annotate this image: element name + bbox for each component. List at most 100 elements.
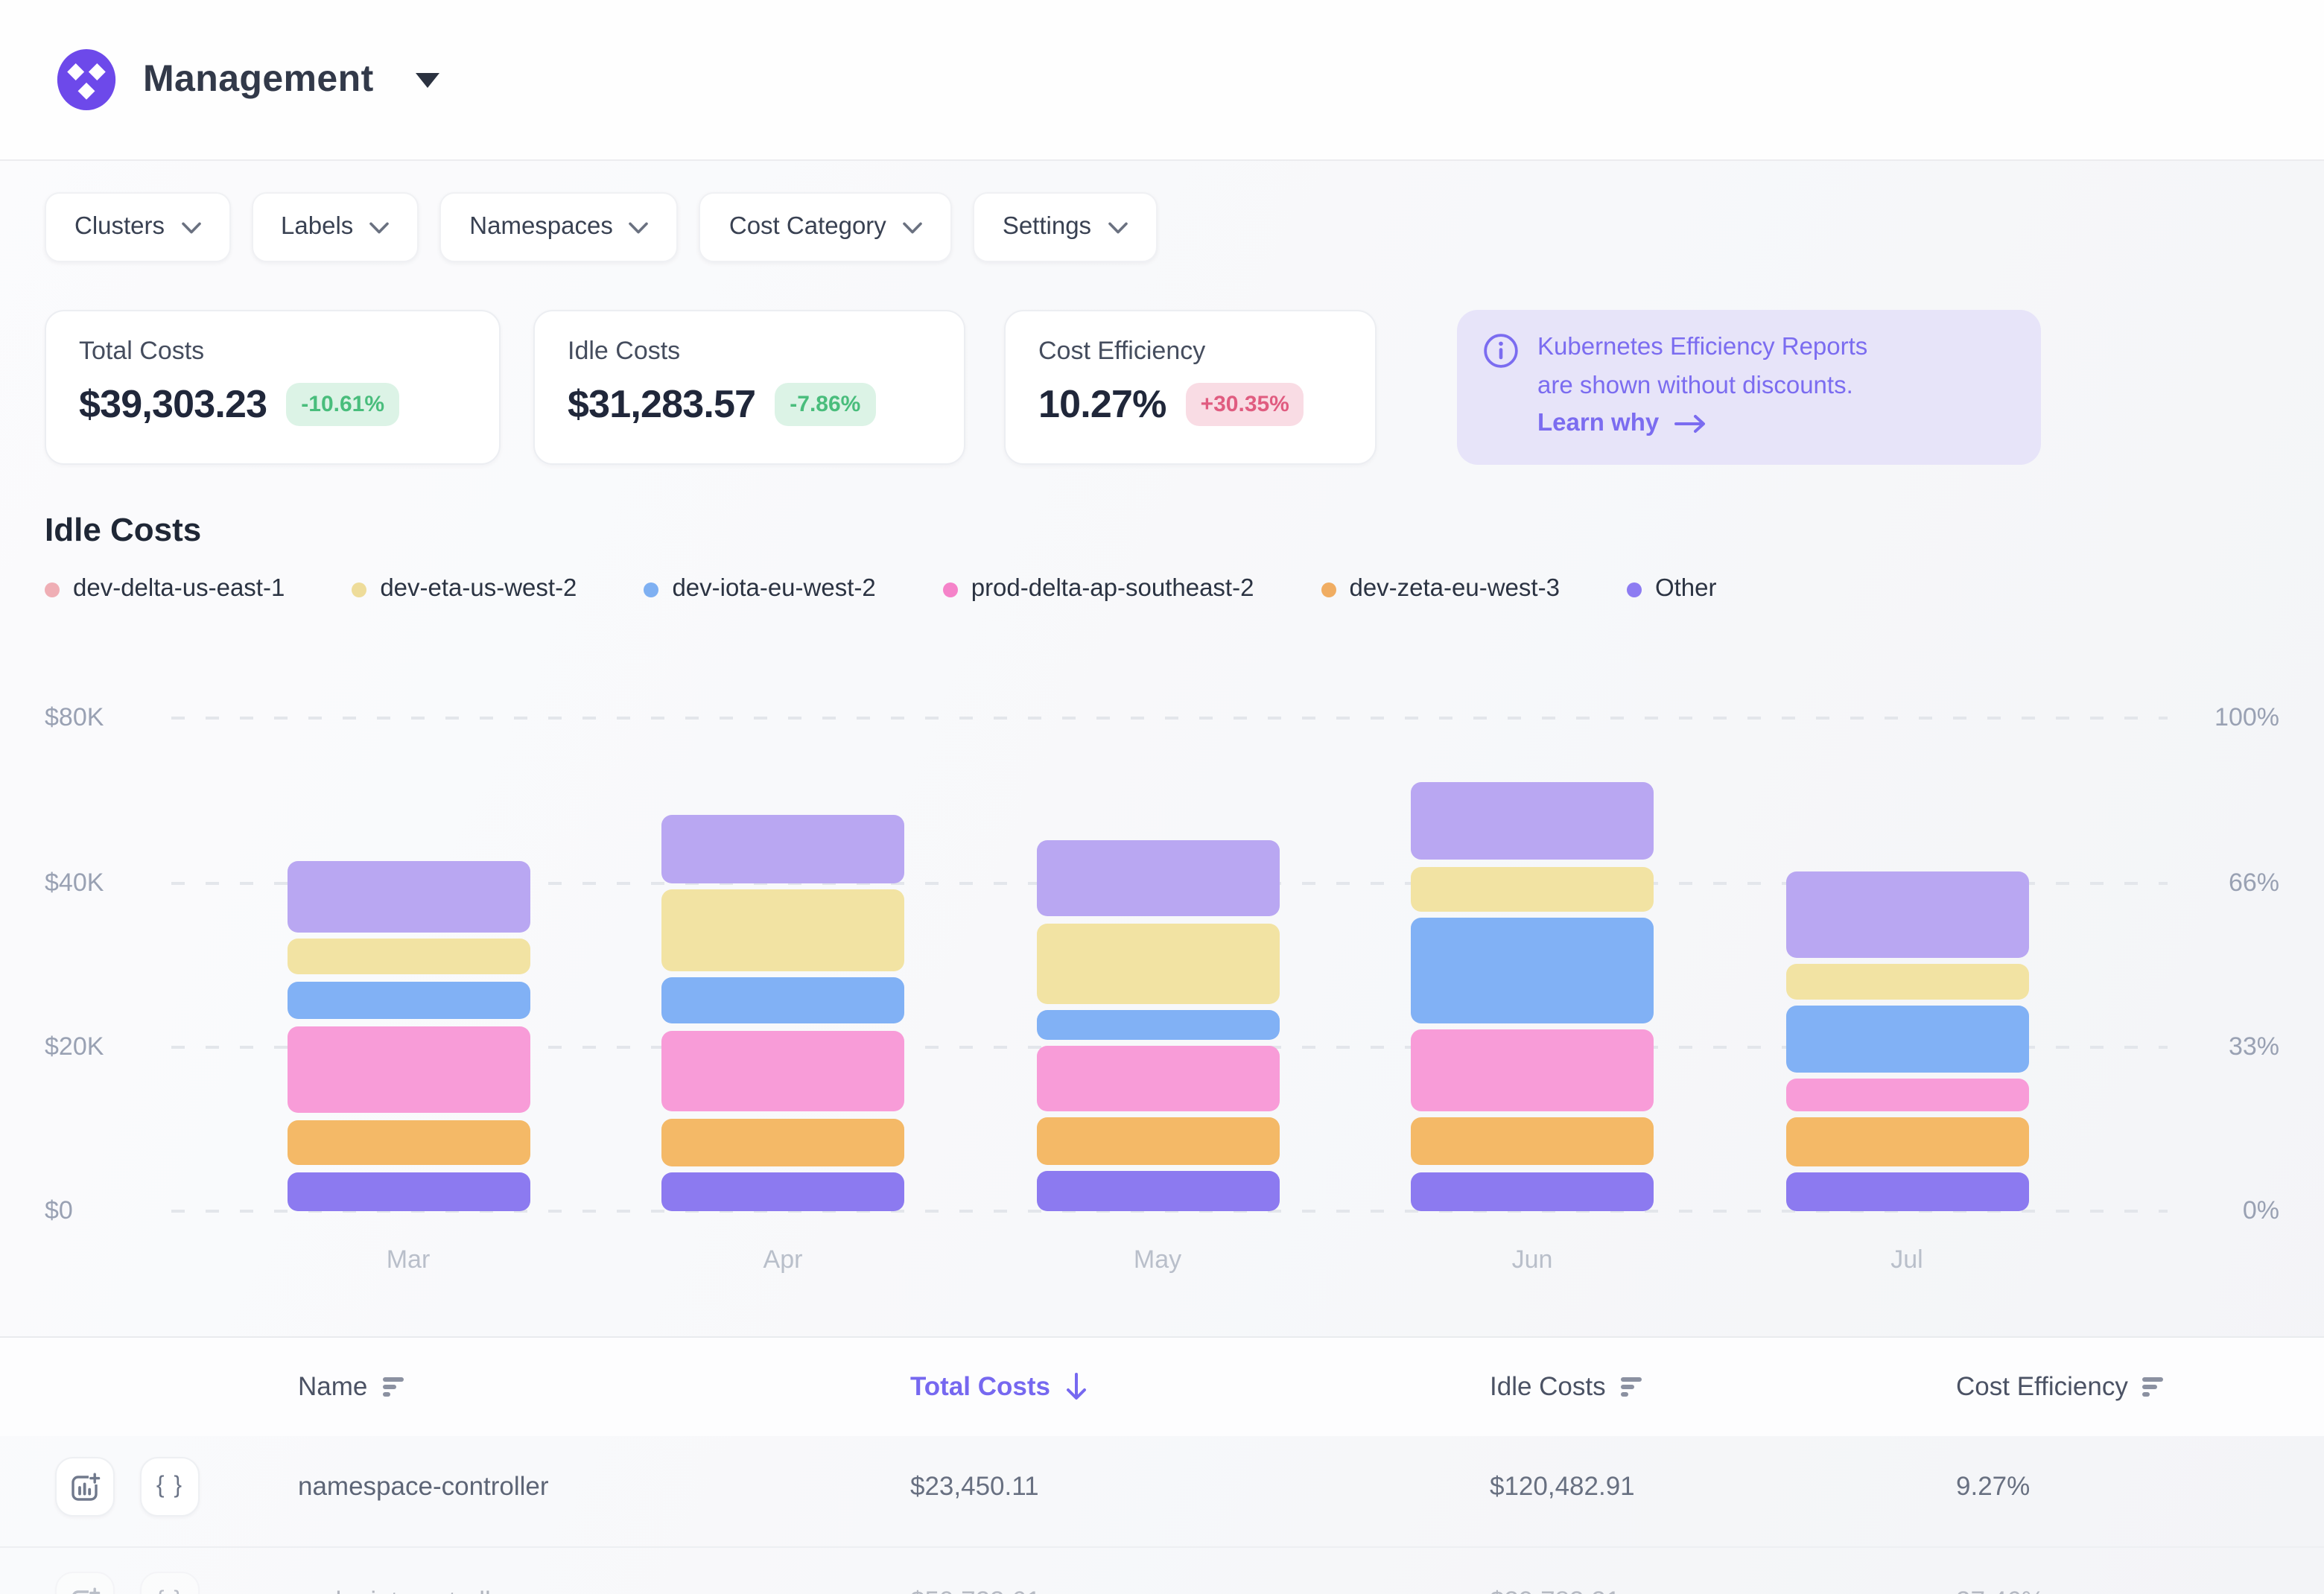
- cell-idle-costs: $39,783.21: [1490, 1586, 1620, 1594]
- bar-segment-other: [1036, 1171, 1279, 1211]
- stat-card-total-costs: Total Costs $39,303.23 -10.61%: [45, 310, 501, 465]
- y-axis-left-label: $0: [45, 1196, 73, 1225]
- column-header-label: Cost Efficiency: [1956, 1371, 2128, 1401]
- bar-segment-dev-iota-eu-west-2: [1411, 918, 1654, 1023]
- cell-name: endpoint-controller: [298, 1586, 514, 1594]
- legend-item-prod-delta-ap-southeast-2[interactable]: prod-delta-ap-southeast-2: [942, 575, 1254, 603]
- bar-segment-dev-iota-eu-west-2: [1785, 1006, 2028, 1072]
- y-axis-left-label: $40K: [45, 869, 104, 897]
- bar-segment-dev-eta-us-west-2: [287, 939, 530, 974]
- cell-total-costs: $50,723.61: [910, 1586, 1041, 1594]
- stat-card-cost-efficiency: Cost Efficiency 10.27% +30.35%: [1004, 310, 1377, 465]
- filter-button-labels[interactable]: Labels: [251, 192, 419, 262]
- bar-segment-dev-iota-eu-west-2: [287, 981, 530, 1019]
- bar-segment-dev-delta-us-east-1: [287, 861, 530, 932]
- add-report-icon: [71, 1587, 101, 1594]
- column-header-label: Idle Costs: [1490, 1371, 1606, 1401]
- filter-button-clusters[interactable]: Clusters: [45, 192, 231, 262]
- bar-segment-dev-zeta-eu-west-3: [1411, 1117, 1654, 1165]
- page-title: Management: [143, 58, 374, 100]
- bar-segment-dev-delta-us-east-1: [1036, 840, 1279, 916]
- title-dropdown-caret-icon[interactable]: [415, 72, 439, 87]
- bar-jun[interactable]: [1411, 781, 1654, 1211]
- cell-idle-costs: $120,482.91: [1490, 1471, 1635, 1501]
- x-axis-label-mar: Mar: [386, 1245, 431, 1274]
- open-report-button[interactable]: [55, 1572, 115, 1594]
- stat-card-label: Idle Costs: [568, 337, 681, 365]
- sort-lines-icon: [2142, 1377, 2164, 1397]
- efficiency-info-banner: Kubernetes Efficiency Reports are shown …: [1457, 310, 2041, 465]
- braces-icon: { }: [156, 1588, 183, 1594]
- legend-item-dev-iota-eu-west-2[interactable]: dev-iota-eu-west-2: [644, 575, 876, 603]
- bar-jul[interactable]: [1785, 871, 2028, 1211]
- legend-dot-icon: [1321, 582, 1336, 597]
- legend-dot-icon: [644, 582, 659, 597]
- bar-segment-dev-delta-us-east-1: [1785, 871, 2028, 957]
- filter-label: Labels: [281, 213, 354, 240]
- chevron-down-icon: [629, 221, 649, 233]
- bar-segment-dev-eta-us-west-2: [1036, 923, 1279, 1003]
- stat-delta-badge: -7.86%: [775, 383, 876, 426]
- bar-segment-prod-delta-ap-southeast-2: [1411, 1029, 1654, 1111]
- y-axis-right-label: 33%: [2228, 1032, 2279, 1061]
- legend-item-dev-eta-us-west-2[interactable]: dev-eta-us-west-2: [352, 575, 577, 603]
- open-report-button[interactable]: [55, 1457, 115, 1517]
- learn-why-link[interactable]: Learn why: [1537, 405, 1705, 443]
- legend-label: Other: [1654, 575, 1717, 602]
- bar-segment-dev-iota-eu-west-2: [661, 977, 904, 1023]
- column-header-idle-costs[interactable]: Idle Costs: [1490, 1371, 1642, 1403]
- filter-label: Settings: [1002, 213, 1092, 240]
- legend-item-dev-delta-us-east-1[interactable]: dev-delta-us-east-1: [45, 575, 285, 603]
- bar-apr[interactable]: [661, 814, 904, 1211]
- view-json-button[interactable]: { }: [140, 1572, 200, 1594]
- bar-segment-other: [661, 1172, 904, 1211]
- banner-line1: Kubernetes Efficiency Reports: [1537, 334, 1868, 361]
- stat-card-value: $39,303.23: [79, 381, 267, 426]
- top-bar: Management: [0, 0, 2324, 161]
- cell-cost-efficiency: 37.46%: [1956, 1586, 2045, 1594]
- cell-total-costs: $23,450.11: [910, 1471, 1039, 1501]
- column-header-total-costs[interactable]: Total Costs: [910, 1371, 1088, 1403]
- view-json-button[interactable]: { }: [140, 1457, 200, 1517]
- legend-label: dev-zeta-eu-west-3: [1349, 575, 1560, 602]
- gridline: [171, 717, 2168, 720]
- bar-segment-other: [1411, 1172, 1654, 1211]
- arrow-right-icon: [1674, 415, 1705, 434]
- filter-button-namespaces[interactable]: Namespaces: [439, 192, 679, 262]
- column-header-label: Name: [298, 1371, 368, 1401]
- legend-item-dev-zeta-eu-west-3[interactable]: dev-zeta-eu-west-3: [1321, 575, 1560, 603]
- filter-button-cost-category[interactable]: Cost Category: [699, 192, 952, 262]
- legend-item-other[interactable]: Other: [1626, 575, 1717, 603]
- bar-segment-prod-delta-ap-southeast-2: [287, 1026, 530, 1113]
- column-header-name[interactable]: Name: [298, 1371, 404, 1403]
- filter-bar: Clusters Labels Namespaces Cost Category Set…: [45, 192, 1158, 262]
- stat-delta-badge: -10.61%: [286, 383, 400, 426]
- chevron-down-icon: [181, 221, 200, 233]
- sort-lines-icon: [382, 1377, 404, 1397]
- gridline: [171, 1210, 2168, 1213]
- bar-segment-dev-iota-eu-west-2: [1036, 1010, 1279, 1039]
- x-axis-label-jun: Jun: [1511, 1245, 1553, 1274]
- stat-card-value: $31,283.57: [568, 381, 756, 426]
- chevron-down-icon: [1108, 221, 1127, 233]
- sort-lines-icon: [1620, 1377, 1642, 1397]
- table-header-row: Name Total Costs Idle Costs Cost Efficiency: [0, 1338, 2324, 1436]
- filter-button-settings[interactable]: Settings: [972, 192, 1158, 262]
- bar-segment-dev-zeta-eu-west-3: [661, 1118, 904, 1166]
- bar-segment-dev-eta-us-west-2: [661, 889, 904, 971]
- cell-cost-efficiency: 9.27%: [1956, 1471, 2031, 1501]
- x-axis-label-apr: Apr: [763, 1245, 803, 1274]
- column-header-cost-efficiency[interactable]: Cost Efficiency: [1956, 1371, 2164, 1403]
- bar-segment-dev-zeta-eu-west-3: [1036, 1117, 1279, 1164]
- add-report-icon: [71, 1472, 101, 1500]
- bar-segment-dev-zeta-eu-west-3: [1785, 1117, 2028, 1166]
- legend-label: dev-iota-eu-west-2: [672, 575, 876, 602]
- legend-dot-icon: [45, 582, 60, 597]
- bar-mar[interactable]: [287, 861, 530, 1211]
- bar-segment-prod-delta-ap-southeast-2: [1036, 1046, 1279, 1111]
- stat-card-label: Total Costs: [79, 337, 205, 365]
- app-logo-icon[interactable]: [55, 48, 118, 112]
- bar-may[interactable]: [1036, 840, 1279, 1211]
- y-axis-left-label: $20K: [45, 1032, 104, 1061]
- bar-segment-dev-delta-us-east-1: [661, 814, 904, 883]
